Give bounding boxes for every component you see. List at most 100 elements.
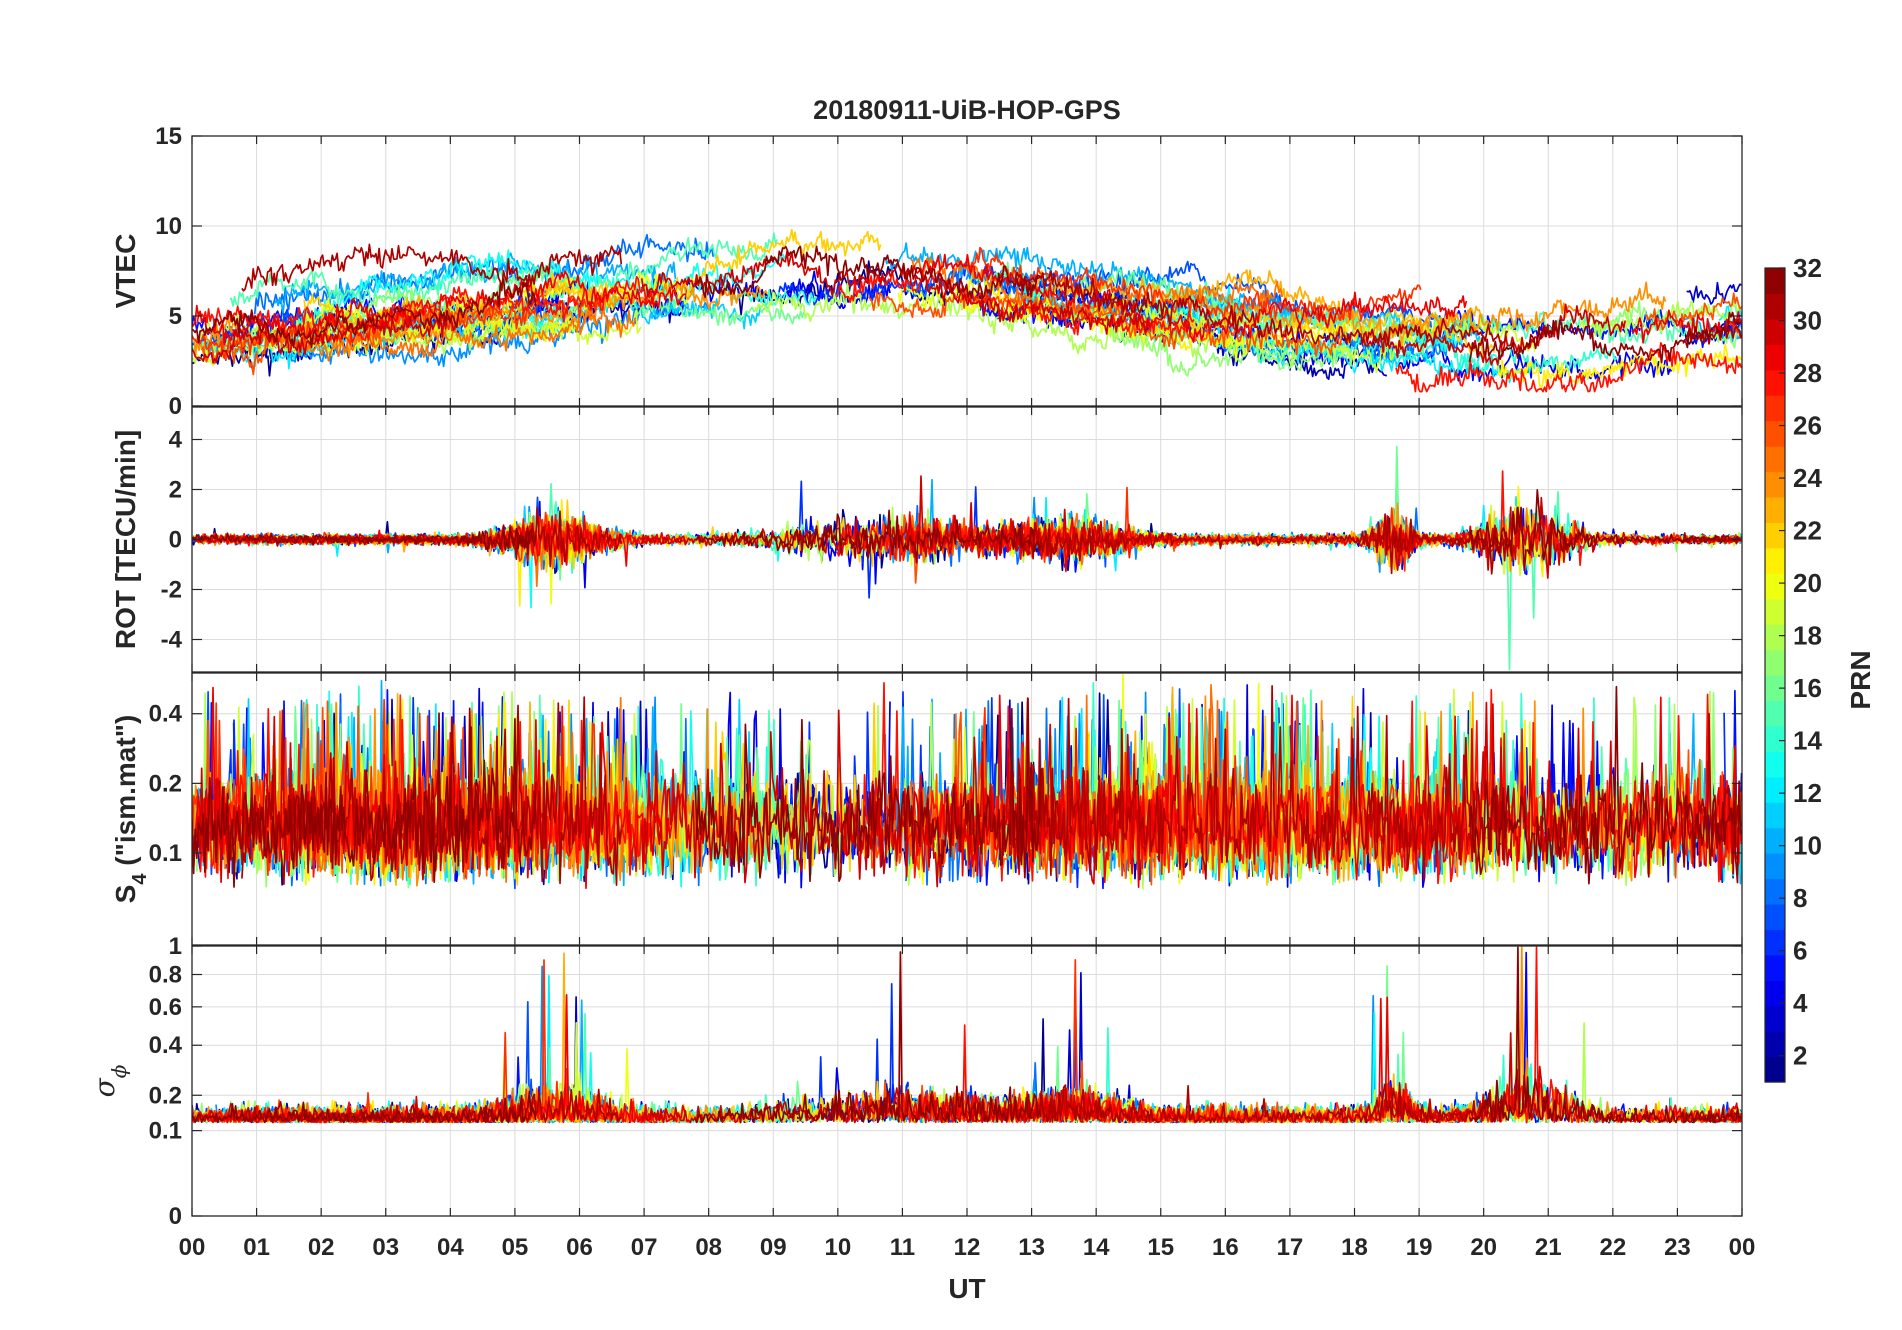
x-tick-label: 02 <box>308 1234 335 1261</box>
x-tick-label: 05 <box>502 1234 529 1261</box>
colorbar-segment <box>1765 496 1785 523</box>
colorbar-segment <box>1765 573 1785 600</box>
colorbar-segment <box>1765 853 1785 880</box>
x-tick-label: 00 <box>179 1234 206 1261</box>
colorbar-segment <box>1765 1031 1785 1058</box>
colorbar-segment <box>1765 1005 1785 1032</box>
series-prn-14 <box>1090 296 1618 377</box>
x-tick-label: 19 <box>1406 1234 1433 1261</box>
series-prn-27 <box>956 246 1422 322</box>
x-tick-label: 16 <box>1212 1234 1239 1261</box>
colorbar-tick-label: 30 <box>1793 306 1822 336</box>
panel-sigma_phi-ticks <box>191 945 1743 1217</box>
series-prn-31 <box>241 243 623 292</box>
series-prn-22 <box>1127 304 1496 358</box>
chart-title: 20180911-UiB-HOP-GPS <box>813 95 1121 125</box>
y-tick-label: 0 <box>169 393 182 420</box>
series-prn-29 <box>192 270 687 346</box>
x-tick-label: 23 <box>1664 1234 1691 1261</box>
colorbar-tick-label: 2 <box>1793 1041 1807 1071</box>
panel-vtec-traces <box>192 228 1742 393</box>
x-tick-label: 21 <box>1535 1234 1562 1261</box>
y-tick-label: 0.8 <box>149 962 182 989</box>
x-tick-label: 17 <box>1277 1234 1304 1261</box>
y-tick-label: 5 <box>169 303 182 330</box>
y-axis-label-s4: S4 ("ism.mat") <box>110 715 151 904</box>
colorbar-segment <box>1765 446 1785 473</box>
colorbar-segment <box>1765 725 1785 752</box>
y-tick-label: -4 <box>161 627 183 654</box>
y-tick-label: 0.4 <box>149 1032 183 1059</box>
y-axis-label-rot: ROT [TECU/min] <box>110 430 141 649</box>
series-prn-17 <box>1591 300 1742 349</box>
colorbar-segment <box>1765 522 1785 549</box>
colorbar-segment <box>1765 293 1785 320</box>
panel-vtec: 0 5 10 15 VTEC <box>110 123 1743 420</box>
series-prn-28 <box>1395 342 1742 393</box>
x-tick-label: 08 <box>695 1234 722 1261</box>
colorbar-segment <box>1765 369 1785 396</box>
series-prn-31 <box>241 696 623 886</box>
colorbar-segment <box>1765 675 1785 702</box>
y-tick-label: 0.4 <box>149 701 183 728</box>
series-prn-32 <box>695 509 1042 564</box>
panel-sigma_phi: 0 0.1 0.2 0.4 0.6 0.81 σϕ <box>88 933 1743 1230</box>
colorbar-label: PRN <box>1845 650 1876 709</box>
x-tick-label: 15 <box>1147 1234 1174 1261</box>
y-tick-label: 10 <box>155 213 182 240</box>
panel-rot-ticks <box>191 407 1743 672</box>
colorbar-segment <box>1765 649 1785 676</box>
colorbar-segment <box>1765 318 1785 345</box>
colorbar-segment <box>1765 598 1785 625</box>
colorbar-tick-label: 22 <box>1793 516 1822 546</box>
series-prn-29 <box>911 253 1468 343</box>
colorbar-segment <box>1765 751 1785 778</box>
colorbar-tick-label: 12 <box>1793 778 1822 808</box>
series-prn-32 <box>192 524 537 556</box>
panel-s4-ticks <box>191 673 1743 945</box>
y-tick-label: 15 <box>155 123 182 150</box>
y-tick-label: 0.2 <box>149 770 182 797</box>
x-tick-label: 22 <box>1599 1234 1626 1261</box>
series-prn-32 <box>1468 685 1742 885</box>
colorbar-segment <box>1765 802 1785 829</box>
colorbar-segment <box>1765 624 1785 651</box>
x-tick-label: 14 <box>1083 1234 1110 1261</box>
x-tick-label: 09 <box>760 1234 787 1261</box>
y-axis-label-sigma_phi: σϕ <box>88 1064 131 1097</box>
series-prn-30 <box>640 250 1150 336</box>
series-prn-32 <box>192 1090 537 1124</box>
series-prn-9 <box>215 300 710 368</box>
colorbar-segment <box>1765 395 1785 422</box>
series-prn-26 <box>1645 292 1742 331</box>
series-prn-31 <box>1014 685 1509 881</box>
colorbar-segment <box>1765 954 1785 981</box>
x-tick-labels: 00 01 02 03 04 05 06 07 08 09 10 11 12 13 14 15 16 17 18 19… <box>179 1234 1756 1261</box>
colorbar-segment <box>1765 471 1785 498</box>
y-tick-label: 0.1 <box>149 840 182 867</box>
y-tick-label: 0.2 <box>149 1082 182 1109</box>
colorbar-segment <box>1765 878 1785 905</box>
colorbar-tick-label: 28 <box>1793 358 1822 388</box>
x-axis-label: UT <box>948 1273 985 1304</box>
series-prn-21 <box>1495 343 1742 390</box>
x-tick-label: 01 <box>243 1234 270 1261</box>
y-tick-label: 2 <box>169 477 182 504</box>
panel-s4-traces <box>192 673 1742 890</box>
series-prn-32 <box>192 278 537 349</box>
series-prn-26 <box>868 287 1343 357</box>
colorbar-segment <box>1765 776 1785 803</box>
colorbar-segment <box>1765 547 1785 574</box>
y-tick-label: -2 <box>161 577 182 604</box>
colorbar-tick-label: 6 <box>1793 936 1807 966</box>
colorbar-segment <box>1765 700 1785 727</box>
colorbar-segment <box>1765 268 1785 295</box>
series-prn-16 <box>969 261 1429 355</box>
series-prn-25 <box>219 305 637 362</box>
series-prn-31 <box>1014 270 1509 347</box>
x-tick-label: 11 <box>890 1234 915 1261</box>
series-prn-25 <box>910 256 1283 319</box>
series-prn-32 <box>694 951 1042 1124</box>
